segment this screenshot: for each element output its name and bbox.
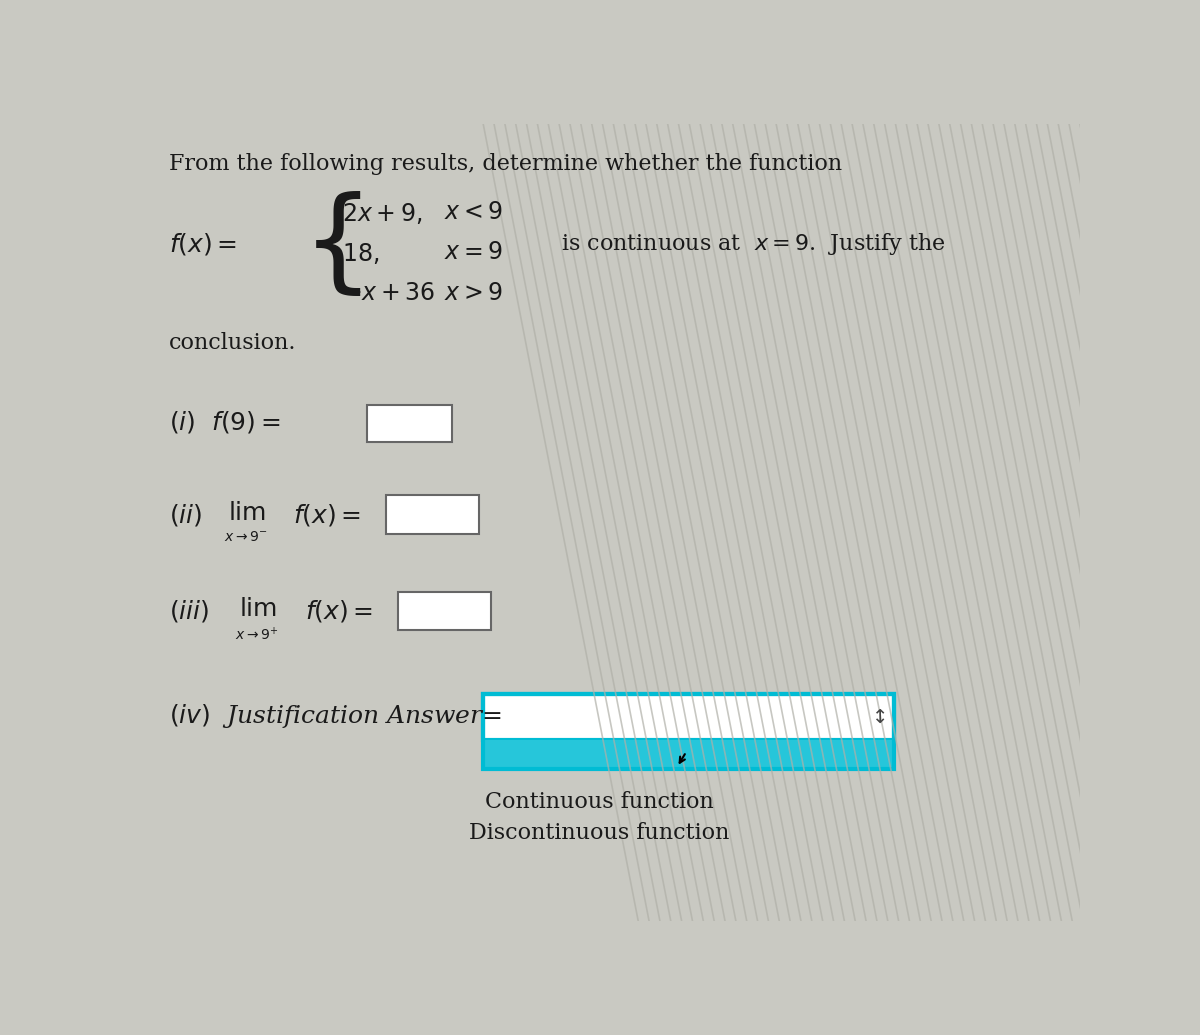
FancyBboxPatch shape <box>398 592 491 630</box>
Text: From the following results, determine whether the function: From the following results, determine wh… <box>169 153 842 176</box>
Text: $\lim$: $\lim$ <box>228 502 265 525</box>
Text: $f(x) =$: $f(x) =$ <box>169 231 238 257</box>
Text: $f(x)=$: $f(x)=$ <box>305 598 373 624</box>
FancyBboxPatch shape <box>484 740 894 769</box>
Text: $2x + 9,$: $2x + 9,$ <box>342 201 422 227</box>
Text: is continuous at  $x = 9$.  Justify the: is continuous at $x = 9$. Justify the <box>560 231 946 257</box>
Text: $(iii)$: $(iii)$ <box>169 598 210 624</box>
Text: Continuous function: Continuous function <box>485 791 714 814</box>
FancyBboxPatch shape <box>386 496 479 534</box>
Text: $-x + 36$: $-x + 36$ <box>342 283 436 305</box>
Text: $\{$: $\{$ <box>301 191 361 302</box>
Text: $x = 9$: $x = 9$ <box>444 241 504 264</box>
Text: conclusion.: conclusion. <box>169 332 296 354</box>
FancyBboxPatch shape <box>367 406 452 442</box>
Text: $18,$: $18,$ <box>342 241 379 266</box>
Text: $(ii)$: $(ii)$ <box>169 502 203 528</box>
Text: $x \rightarrow 9^{-}$: $x \rightarrow 9^{-}$ <box>224 530 268 544</box>
Text: $x < 9$: $x < 9$ <box>444 201 504 225</box>
FancyBboxPatch shape <box>484 694 894 740</box>
Text: $(i)$  $f(9)=$: $(i)$ $f(9)=$ <box>169 409 281 435</box>
Text: $\lim$: $\lim$ <box>239 598 277 621</box>
Text: $f(x)=$: $f(x)=$ <box>293 502 361 528</box>
Text: $(iv)$  Justification Answer=: $(iv)$ Justification Answer= <box>169 702 503 730</box>
Text: ↕: ↕ <box>872 708 888 727</box>
Text: $x > 9$: $x > 9$ <box>444 283 504 305</box>
Text: $x \rightarrow 9^{+}$: $x \rightarrow 9^{+}$ <box>235 626 278 644</box>
Text: Discontinuous function: Discontinuous function <box>469 822 730 844</box>
